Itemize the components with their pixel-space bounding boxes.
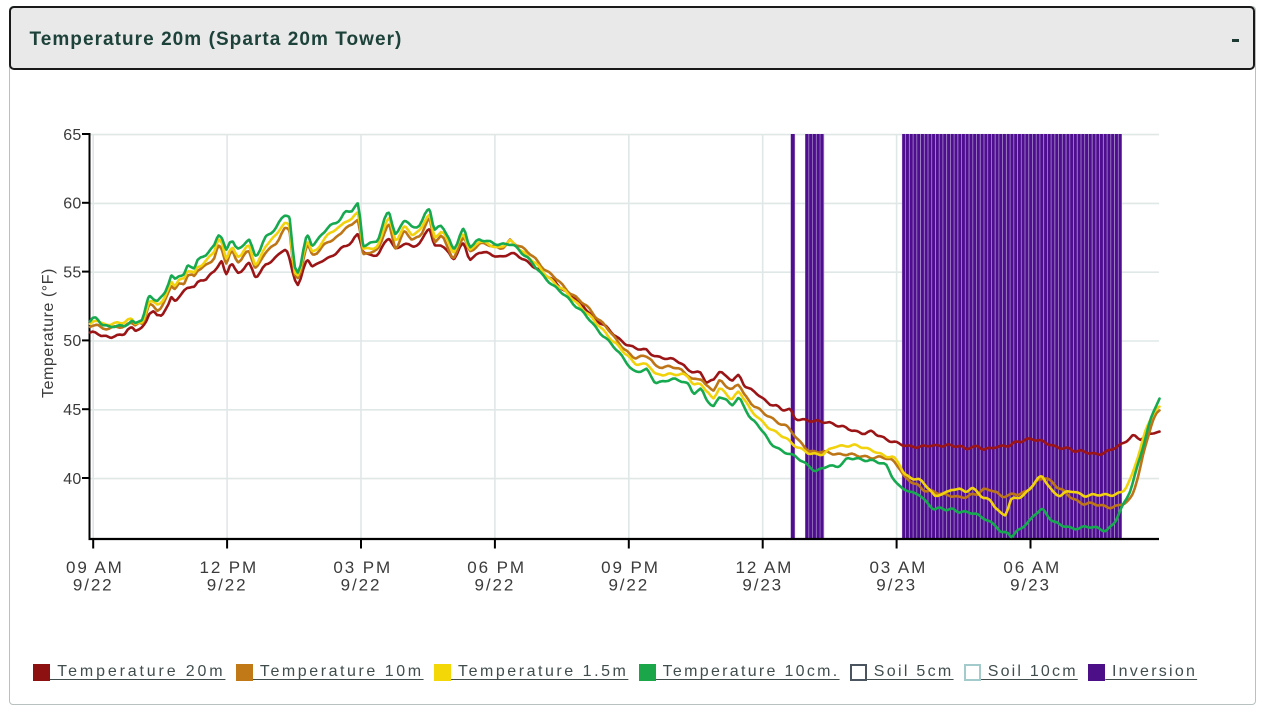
svg-text:Temperature (°F): Temperature (°F) <box>40 268 57 398</box>
svg-text:55: 55 <box>63 264 81 281</box>
svg-text:9/23: 9/23 <box>1010 575 1051 594</box>
svg-text:50: 50 <box>63 333 81 350</box>
svg-text:09 PM: 09 PM <box>601 558 660 577</box>
svg-text:9/22: 9/22 <box>207 575 248 594</box>
svg-text:9/23: 9/23 <box>876 575 917 594</box>
svg-text:03 AM: 03 AM <box>869 558 927 577</box>
svg-text:9/22: 9/22 <box>475 575 516 594</box>
svg-text:06 PM: 06 PM <box>467 558 526 577</box>
svg-text:9/23: 9/23 <box>742 575 783 594</box>
svg-text:06 AM: 06 AM <box>1003 558 1061 577</box>
svg-text:03 PM: 03 PM <box>333 558 392 577</box>
svg-text:9/22: 9/22 <box>73 575 114 594</box>
svg-text:9/22: 9/22 <box>608 575 649 594</box>
svg-text:40: 40 <box>63 471 81 488</box>
svg-text:12 AM: 12 AM <box>736 558 794 577</box>
svg-text:45: 45 <box>63 402 81 419</box>
svg-text:65: 65 <box>63 127 81 144</box>
svg-text:9/22: 9/22 <box>341 575 382 594</box>
svg-text:60: 60 <box>63 196 81 213</box>
svg-text:12 PM: 12 PM <box>199 558 258 577</box>
svg-text:09 AM: 09 AM <box>66 558 124 577</box>
